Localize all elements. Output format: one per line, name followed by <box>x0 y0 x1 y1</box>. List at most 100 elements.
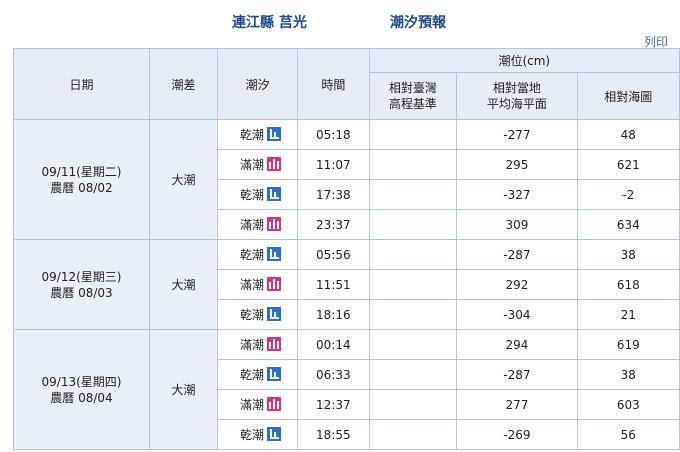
time-cell: 17:38 <box>297 179 370 210</box>
col-header-twvd-line1: 相對臺灣 <box>388 81 437 95</box>
twvd-cell <box>368 209 458 240</box>
date-cell: 09/12(星期三) 農曆 08/03 <box>13 239 150 330</box>
twvd-cell <box>368 149 458 180</box>
tide-label: 乾潮 <box>240 428 265 442</box>
tide-label: 乾潮 <box>240 128 265 142</box>
tide-label: 乾潮 <box>240 188 265 202</box>
time-cell: 11:51 <box>297 269 370 300</box>
tide-label: 乾潮 <box>240 368 265 382</box>
tide-label: 滿潮 <box>240 158 265 172</box>
tide-cell: 乾潮 <box>217 419 299 450</box>
twvd-cell <box>368 389 458 420</box>
time-cell: 11:07 <box>297 149 370 180</box>
time-cell: 18:55 <box>297 419 370 450</box>
report-title: 潮汐預報 <box>390 15 446 31</box>
high-tide-icon <box>267 277 282 291</box>
table-row: 滿潮 23:37 309 634 <box>14 209 680 240</box>
col-header-date: 日期 <box>13 48 150 120</box>
col-header-local: 相對當地 平均海平面 <box>456 72 578 120</box>
chart-level-cell: 634 <box>576 209 680 240</box>
local-level-cell: -269 <box>456 419 578 450</box>
low-tide-icon <box>267 187 282 201</box>
twvd-cell <box>368 239 458 270</box>
col-header-chart: 相對海圖 <box>576 72 680 120</box>
chart-level-cell: 38 <box>576 359 680 390</box>
tide-cell: 乾潮 <box>217 299 299 330</box>
tide-label: 滿潮 <box>240 278 265 292</box>
tide-cell: 滿潮 <box>217 389 299 420</box>
table-row: 滿潮 11:07 295 621 <box>14 149 680 180</box>
date-label: 09/13(星期四) <box>41 374 122 389</box>
local-level-cell: 295 <box>456 149 578 180</box>
twvd-cell <box>368 119 458 150</box>
time-cell: 06:33 <box>297 359 370 390</box>
tide-label: 乾潮 <box>240 308 265 322</box>
table-row: 09/11(星期二) 農曆 08/02 大潮 乾潮 05:18 -277 48 <box>13 119 680 240</box>
twvd-cell <box>368 329 458 360</box>
title-bar: 連江縣 莒光 潮汐預報 <box>0 0 680 32</box>
local-level-cell: -287 <box>456 239 578 270</box>
tide-cell: 乾潮 <box>217 239 299 270</box>
tide-label: 滿潮 <box>240 218 265 232</box>
local-level-cell: 309 <box>456 209 578 240</box>
table-row: 滿潮 11:51 292 618 <box>14 269 680 300</box>
low-tide-icon <box>267 427 282 441</box>
lunar-date: 農曆 08/03 <box>50 285 113 300</box>
chart-level-cell: 618 <box>576 269 680 300</box>
low-tide-icon <box>267 307 282 321</box>
tide-label: 滿潮 <box>240 398 265 412</box>
print-link[interactable]: 列印 <box>644 35 669 49</box>
location-title: 連江縣 莒光 <box>232 15 307 31</box>
range-cell: 大潮 <box>148 239 219 330</box>
time-cell: 05:56 <box>297 239 370 270</box>
low-tide-icon <box>267 247 282 261</box>
col-header-local-line2: 平均海平面 <box>486 97 547 111</box>
local-level-cell: 277 <box>456 389 578 420</box>
chart-level-cell: 619 <box>576 329 680 360</box>
chart-level-cell: 21 <box>576 299 680 330</box>
col-header-level-group: 潮位(cm) <box>368 48 680 73</box>
low-tide-icon <box>267 367 282 381</box>
chart-level-cell: 621 <box>576 149 680 180</box>
col-header-time: 時間 <box>297 48 370 120</box>
range-cell: 大潮 <box>148 329 219 450</box>
low-tide-icon <box>267 127 282 141</box>
table-row: 09/13(星期四) 農曆 08/04 大潮滿潮 00:14 294 619 <box>13 329 680 450</box>
table-row: 乾潮 18:16 -304 21 <box>14 299 680 330</box>
local-level-cell: 294 <box>456 329 578 360</box>
time-cell: 05:18 <box>297 119 370 150</box>
tide-cell: 乾潮 <box>217 119 299 150</box>
time-cell: 00:14 <box>297 329 370 360</box>
twvd-cell <box>368 299 458 330</box>
lunar-date: 農曆 08/02 <box>50 180 113 195</box>
twvd-cell <box>368 269 458 300</box>
chart-level-cell: 48 <box>576 119 680 150</box>
range-cell: 大潮 <box>148 119 219 240</box>
date-label: 09/12(星期三) <box>41 269 122 284</box>
chart-level-cell: 56 <box>576 419 680 450</box>
time-cell: 23:37 <box>297 209 370 240</box>
tide-cell: 滿潮 <box>217 149 299 180</box>
chart-level-cell: -2 <box>576 179 680 210</box>
high-tide-icon <box>267 157 282 171</box>
tide-cell: 乾潮 <box>217 179 299 210</box>
col-header-twvd-line2: 高程基準 <box>388 97 437 111</box>
tide-label: 乾潮 <box>240 248 265 262</box>
tide-cell: 乾潮 <box>217 359 299 390</box>
time-cell: 18:16 <box>297 299 370 330</box>
date-cell: 09/13(星期四) 農曆 08/04 <box>13 329 150 450</box>
col-header-local-line1: 相對當地 <box>492 81 541 95</box>
tide-table: 日期 潮差 潮汐 時間 潮位(cm) 相對臺灣 高程基準 相對當地 平均海平面 … <box>13 48 680 450</box>
tide-cell: 滿潮 <box>217 269 299 300</box>
tide-table-body: 09/11(星期二) 農曆 08/02 大潮 乾潮 05:18 -277 48 滿潮 11:07… <box>13 119 680 450</box>
twvd-cell <box>368 359 458 390</box>
col-header-tide: 潮汐 <box>217 48 299 120</box>
high-tide-icon <box>267 397 282 411</box>
table-row: 滿潮 12:37 277 603 <box>14 389 680 420</box>
local-level-cell: -287 <box>456 359 578 390</box>
chart-level-cell: 603 <box>576 389 680 420</box>
col-header-range: 潮差 <box>148 48 219 120</box>
tide-cell: 滿潮 <box>217 209 299 240</box>
date-cell: 09/11(星期二) 農曆 08/02 <box>13 119 150 240</box>
table-row: 乾潮 18:55 -269 56 <box>14 419 680 450</box>
